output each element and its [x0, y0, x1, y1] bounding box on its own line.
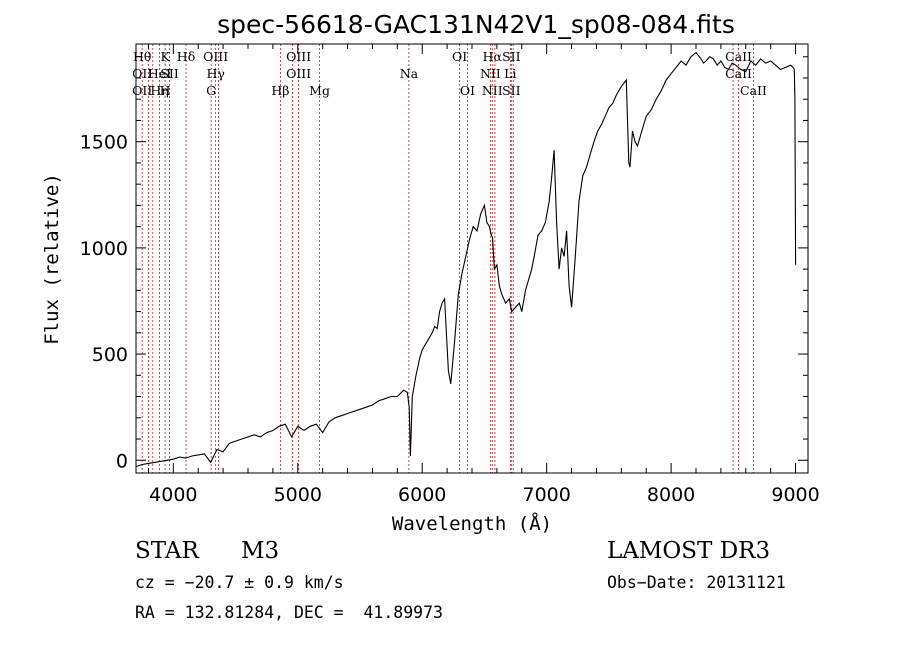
y-tick-label: 1500	[80, 132, 128, 154]
x-axis-label: Wavelength (Å)	[392, 512, 552, 535]
marker-label: OII	[132, 83, 152, 98]
marker-label: CaII	[740, 83, 767, 98]
y-axis-label: Flux (relative)	[41, 173, 63, 345]
marker-label: OI	[452, 49, 467, 64]
marker-label: K	[160, 49, 170, 64]
marker-label: CaII	[725, 49, 752, 64]
x-axis-ticks: 4000 5000 6000 7000 8000 9000	[147, 44, 820, 506]
object-class: STAR	[135, 538, 199, 564]
plot-frame	[135, 43, 809, 474]
x-tick-label: 9000	[771, 484, 819, 506]
marker-label: G	[206, 83, 216, 98]
x-tick-label: 6000	[398, 484, 446, 506]
x-tick-label: 4000	[149, 484, 197, 506]
x-tick-label: 8000	[647, 484, 695, 506]
chart-title: spec-56618-GAC131N42V1_sp08-084.fits	[217, 10, 735, 39]
marker-label: Hγ	[206, 66, 224, 81]
marker-label: Hα	[483, 49, 503, 64]
y-tick-label: 500	[92, 344, 128, 366]
spectrum-line	[135, 51, 797, 468]
x-tick-label: 7000	[522, 484, 570, 506]
marker-label: OIII	[286, 49, 311, 64]
marker-label: Mg	[309, 83, 330, 98]
y-tick-label: 0	[116, 450, 128, 472]
coordinates: RA = 132.81284, DEC = 41.89973	[135, 603, 443, 622]
object-subclass: M3	[241, 538, 280, 564]
observation-date: Obs−Date: 20131121	[607, 573, 786, 592]
marker-label: OII	[132, 66, 152, 81]
marker-label: OIII	[203, 49, 228, 64]
marker-label: Hθ	[133, 49, 151, 64]
line-markers	[141, 44, 754, 473]
marker-label: OI	[460, 83, 475, 98]
marker-label: H	[160, 83, 171, 98]
marker-label: HeI	[148, 66, 171, 81]
survey-name: LAMOST DR3	[607, 538, 771, 564]
marker-label: Hβ	[271, 83, 289, 98]
marker-label: SII	[502, 49, 521, 64]
marker-label: CaII	[725, 66, 752, 81]
marker-label: SII	[160, 66, 179, 81]
y-tick-label: 1000	[80, 238, 128, 260]
line-marker-labels: HθOIIOIIHeIHηKHSIIHδGOIIIHγHβOIIIOIIIMgN…	[132, 49, 767, 98]
marker-label: NII	[482, 83, 503, 98]
y-axis-ticks: 0 500 1000 1500	[80, 56, 808, 472]
marker-label: SII	[502, 83, 521, 98]
x-tick-label: 5000	[274, 484, 322, 506]
marker-label: Na	[400, 66, 419, 81]
marker-label: Li	[504, 66, 516, 81]
marker-label: Hδ	[177, 49, 195, 64]
marker-label: Hη	[150, 83, 168, 98]
redshift-velocity: cz = −20.7 ± 0.9 km/s	[135, 573, 344, 592]
marker-label: NII	[480, 66, 501, 81]
marker-label: OIII	[286, 66, 311, 81]
